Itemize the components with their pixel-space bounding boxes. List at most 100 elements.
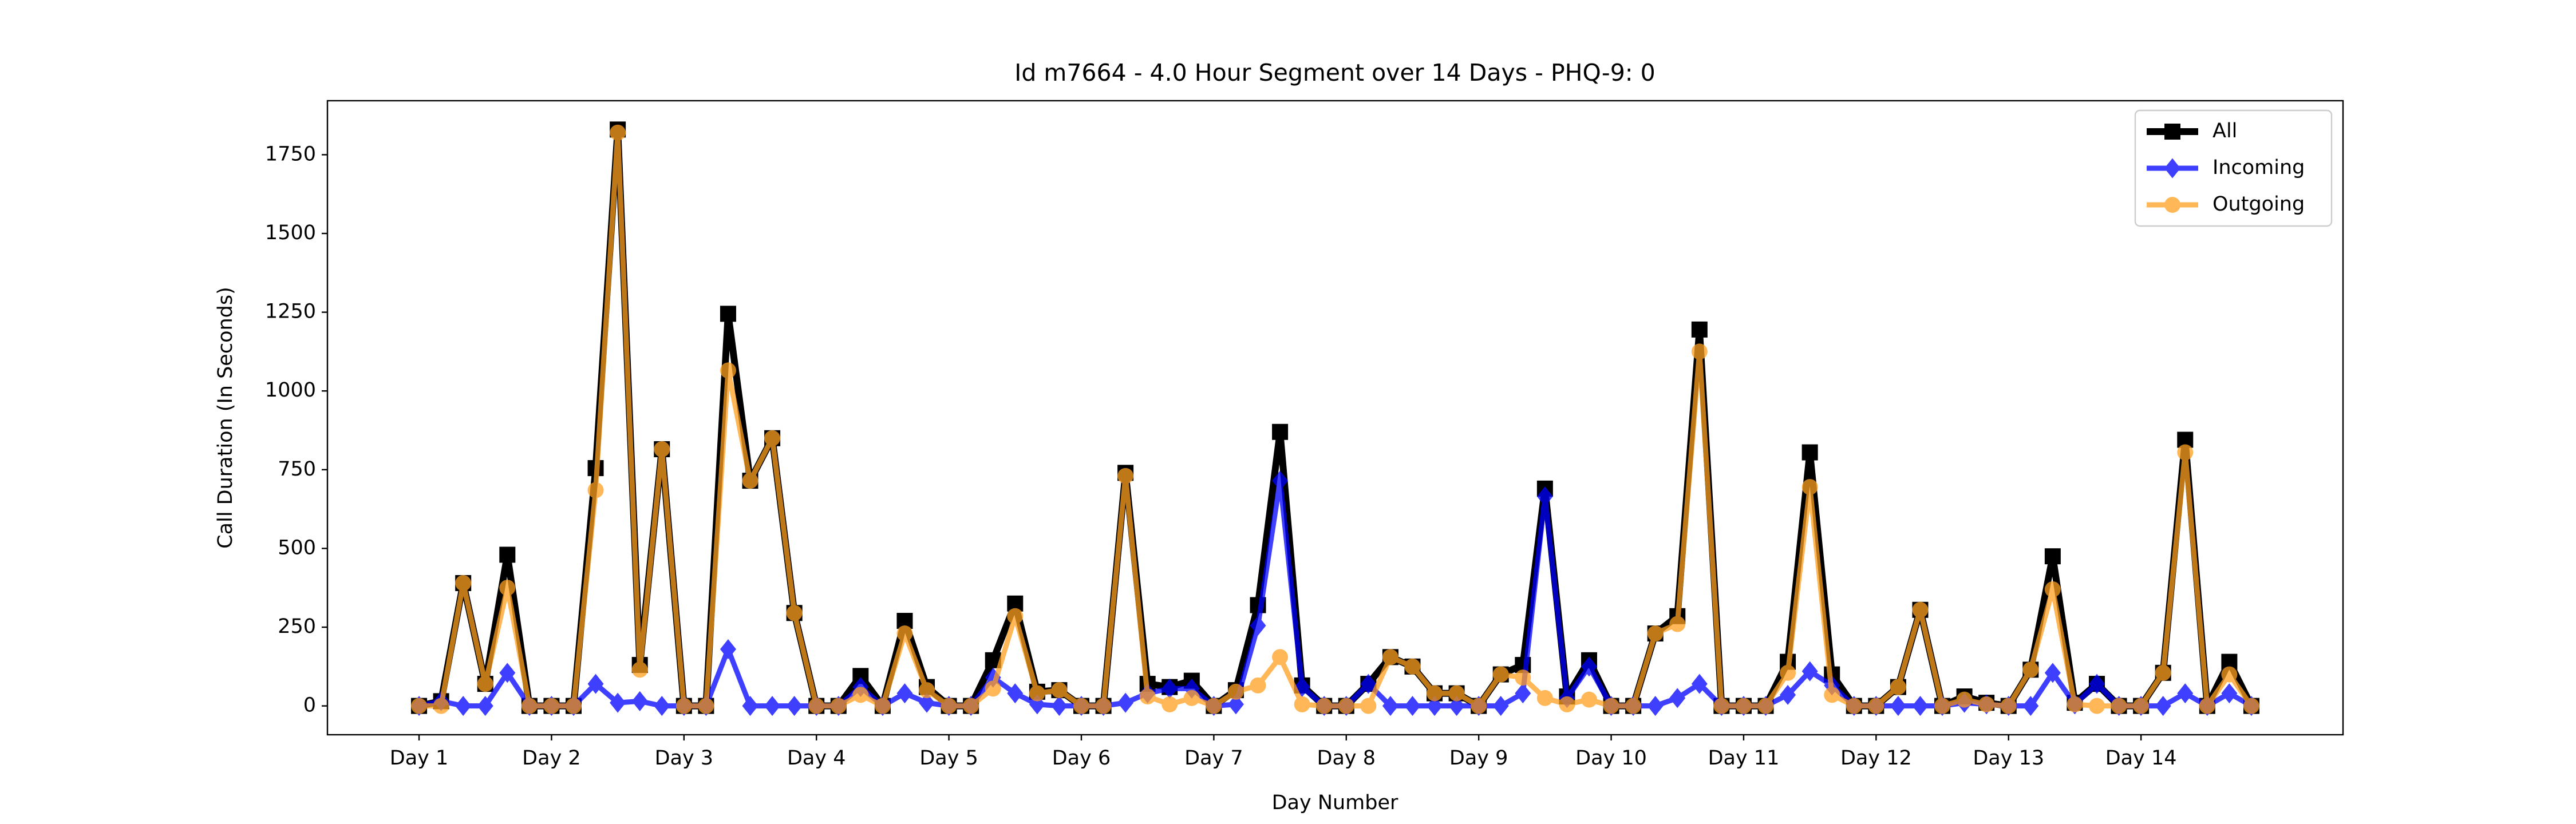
- marker: [2044, 581, 2061, 597]
- x-tick-label: Day 5: [919, 747, 978, 770]
- marker: [1095, 698, 1112, 714]
- marker: [2000, 698, 2017, 714]
- marker: [1669, 616, 1686, 632]
- x-tick-label: Day 7: [1184, 747, 1243, 770]
- marker: [1382, 696, 1398, 716]
- marker: [1051, 696, 1068, 716]
- marker: [2044, 663, 2061, 683]
- y-tick-label: 250: [278, 615, 316, 638]
- marker: [1890, 696, 1906, 716]
- legend-label: Outgoing: [2212, 193, 2305, 216]
- marker: [2177, 444, 2194, 461]
- marker: [631, 691, 648, 711]
- marker: [2067, 696, 2083, 712]
- marker: [1382, 649, 1398, 665]
- marker: [1581, 691, 1597, 708]
- marker: [1073, 698, 1090, 714]
- marker: [2177, 683, 2194, 704]
- x-tick-label: Day 3: [655, 747, 714, 770]
- marker: [587, 482, 604, 498]
- marker: [1448, 685, 1465, 702]
- series: [411, 121, 2259, 714]
- marker: [764, 696, 781, 716]
- marker: [566, 698, 582, 714]
- y-tick-label: 500: [278, 536, 316, 559]
- marker: [896, 625, 913, 642]
- marker: [1801, 444, 1818, 461]
- marker: [742, 473, 758, 489]
- marker: [1647, 625, 1664, 642]
- marker: [1912, 696, 1929, 716]
- marker: [1780, 664, 1796, 681]
- marker: [2243, 698, 2259, 714]
- plot-frame: [326, 100, 2344, 736]
- marker: [2044, 548, 2061, 565]
- x-tick-label: Day 10: [1575, 747, 1647, 770]
- marker: [675, 698, 692, 714]
- x-tick-label: Day 11: [1708, 747, 1780, 770]
- marker: [1735, 698, 1752, 714]
- marker: [1250, 677, 1266, 694]
- legend-box: [2134, 109, 2333, 227]
- marker: [2221, 666, 2238, 683]
- y-tick-label: 1750: [265, 142, 316, 165]
- marker: [1471, 698, 1487, 714]
- marker: [477, 676, 493, 692]
- marker: [587, 674, 604, 694]
- marker: [1713, 698, 1730, 714]
- marker: [1250, 615, 1266, 636]
- marker: [2088, 674, 2105, 694]
- marker: [499, 663, 516, 683]
- marker: [654, 441, 670, 458]
- marker: [720, 639, 736, 660]
- marker: [2155, 696, 2171, 716]
- marker: [1515, 670, 1531, 686]
- chart-title: Id m7664 - 4.0 Hour Segment over 14 Days…: [1014, 59, 1655, 86]
- marker: [830, 698, 847, 714]
- series-line: [418, 478, 2253, 709]
- marker: [1117, 692, 1134, 713]
- marker: [1227, 683, 1244, 700]
- marker: [1183, 690, 1200, 706]
- marker: [610, 124, 626, 141]
- marker: [1360, 674, 1377, 694]
- marker: [720, 362, 736, 379]
- marker: [543, 698, 560, 714]
- marker: [1912, 601, 1929, 618]
- marker: [963, 698, 979, 714]
- marker: [1448, 696, 1465, 716]
- marker: [1559, 696, 1575, 712]
- marker: [1338, 698, 1354, 714]
- marker: [985, 680, 1001, 697]
- marker: [631, 661, 648, 678]
- legend-entry: [2147, 124, 2198, 140]
- marker: [1691, 321, 1708, 338]
- marker: [1007, 608, 1024, 624]
- marker: [2022, 696, 2039, 716]
- x-tick-label: Day 13: [1973, 747, 2044, 770]
- marker: [477, 696, 493, 716]
- marker: [499, 546, 516, 563]
- y-tick-label: 1250: [265, 300, 316, 323]
- marker: [1316, 698, 1333, 714]
- y-tick-label: 1500: [265, 221, 316, 244]
- marker: [1536, 486, 1553, 507]
- marker: [1427, 696, 1443, 716]
- marker: [1206, 698, 1222, 714]
- legend-entry: [2147, 197, 2198, 213]
- marker: [654, 696, 670, 716]
- marker: [896, 683, 913, 704]
- marker: [433, 698, 449, 714]
- marker: [2221, 683, 2238, 704]
- marker: [1161, 696, 1178, 712]
- y-tick-label: 0: [303, 694, 316, 717]
- marker: [1581, 656, 1597, 677]
- marker: [1360, 698, 1377, 714]
- marker: [1780, 684, 1796, 705]
- marker: [1404, 696, 1421, 716]
- marker: [1272, 649, 1289, 665]
- marker: [1515, 683, 1531, 704]
- marker: [742, 696, 758, 716]
- legend-entry: [2147, 158, 2198, 179]
- marker: [1404, 658, 1421, 675]
